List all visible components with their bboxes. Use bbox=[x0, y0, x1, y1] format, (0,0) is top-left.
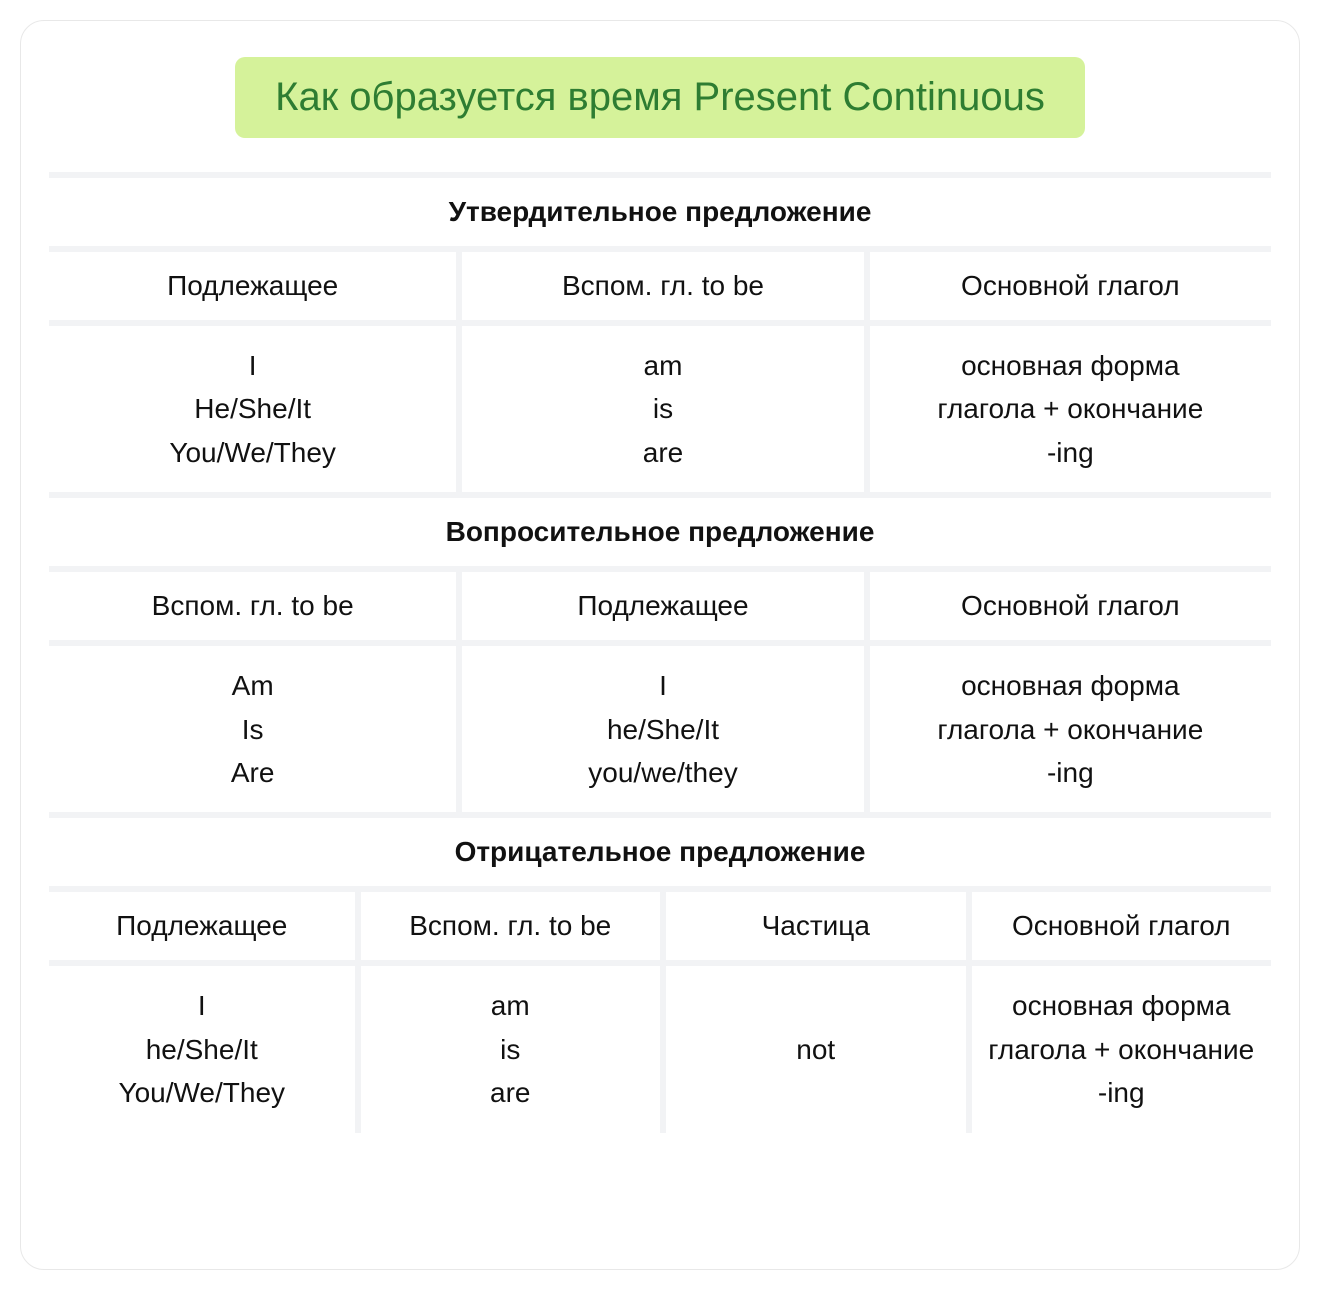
cell-line: am bbox=[369, 984, 653, 1027]
cell-line: глагола + окончание bbox=[878, 387, 1263, 430]
cell-line: He/She/It bbox=[57, 387, 448, 430]
col-header: Основной глагол bbox=[966, 892, 1272, 966]
cell-line: are bbox=[470, 431, 855, 474]
cell-aux: Am Is Are bbox=[49, 646, 456, 818]
cell-line: основная форма bbox=[980, 984, 1264, 1027]
cell-line: You/We/They bbox=[57, 431, 448, 474]
cell-line: Am bbox=[57, 664, 448, 707]
cell-line: you/we/they bbox=[470, 751, 855, 794]
header-row: Подлежащее Вспом. гл. to be Основной гла… bbox=[49, 252, 1271, 326]
cell-line: I bbox=[470, 664, 855, 707]
cell-line: Are bbox=[57, 751, 448, 794]
cell-line: are bbox=[369, 1071, 653, 1114]
cell-aux: am is are bbox=[355, 966, 661, 1132]
cell-line: I bbox=[57, 984, 347, 1027]
cell-subject: I he/She/It you/we/they bbox=[456, 646, 863, 818]
cell-line: глагола + окончание bbox=[878, 708, 1263, 751]
header-row: Подлежащее Вспом. гл. to be Частица Осно… bbox=[49, 892, 1271, 966]
title-wrap: Как образуется время Present Continuous bbox=[49, 57, 1271, 138]
cell-line: he/She/It bbox=[470, 708, 855, 751]
cell-line: глагола + окончание bbox=[980, 1028, 1264, 1071]
section-title-interrogative: Вопросительное предложение bbox=[49, 498, 1271, 572]
col-header: Основной глагол bbox=[864, 252, 1271, 326]
cell-line: not bbox=[674, 1028, 958, 1071]
col-header: Основной глагол bbox=[864, 572, 1271, 646]
cell-line: -ing bbox=[980, 1071, 1264, 1114]
cell-main-verb: основная форма глагола + окончание -ing bbox=[864, 326, 1271, 498]
body-row: I he/She/It You/We/They am is are not ос… bbox=[49, 966, 1271, 1132]
col-header: Вспом. гл. to be bbox=[355, 892, 661, 966]
cell-line: -ing bbox=[878, 751, 1263, 794]
col-header: Подлежащее bbox=[49, 892, 355, 966]
body-row: Am Is Are I he/She/It you/we/they основн… bbox=[49, 646, 1271, 818]
cell-line: is bbox=[369, 1028, 653, 1071]
page-title: Как образуется время Present Continuous bbox=[235, 57, 1085, 138]
cell-line: he/She/It bbox=[57, 1028, 347, 1071]
cell-line: is bbox=[470, 387, 855, 430]
cell-subject: I He/She/It You/We/They bbox=[49, 326, 456, 498]
header-row: Вспом. гл. to be Подлежащее Основной гла… bbox=[49, 572, 1271, 646]
cell-line: You/We/They bbox=[57, 1071, 347, 1114]
cell-line: основная форма bbox=[878, 344, 1263, 387]
col-header: Подлежащее bbox=[456, 572, 863, 646]
section-title-negative: Отрицательное предложение bbox=[49, 818, 1271, 892]
cell-particle: not bbox=[660, 966, 966, 1132]
cell-line: Is bbox=[57, 708, 448, 751]
cell-line: основная форма bbox=[878, 664, 1263, 707]
col-header: Подлежащее bbox=[49, 252, 456, 326]
col-header: Частица bbox=[660, 892, 966, 966]
cell-main-verb: основная форма глагола + окончание -ing bbox=[864, 646, 1271, 818]
grammar-card: Как образуется время Present Continuous … bbox=[20, 20, 1300, 1270]
cell-aux: am is are bbox=[456, 326, 863, 498]
col-header: Вспом. гл. to be bbox=[456, 252, 863, 326]
cell-subject: I he/She/It You/We/They bbox=[49, 966, 355, 1132]
col-header: Вспом. гл. to be bbox=[49, 572, 456, 646]
cell-line: am bbox=[470, 344, 855, 387]
cell-line: -ing bbox=[878, 431, 1263, 474]
body-row: I He/She/It You/We/They am is are основн… bbox=[49, 326, 1271, 498]
cell-line: I bbox=[57, 344, 448, 387]
section-title-affirmative: Утвердительное предложение bbox=[49, 172, 1271, 252]
cell-main-verb: основная форма глагола + окончание -ing bbox=[966, 966, 1272, 1132]
